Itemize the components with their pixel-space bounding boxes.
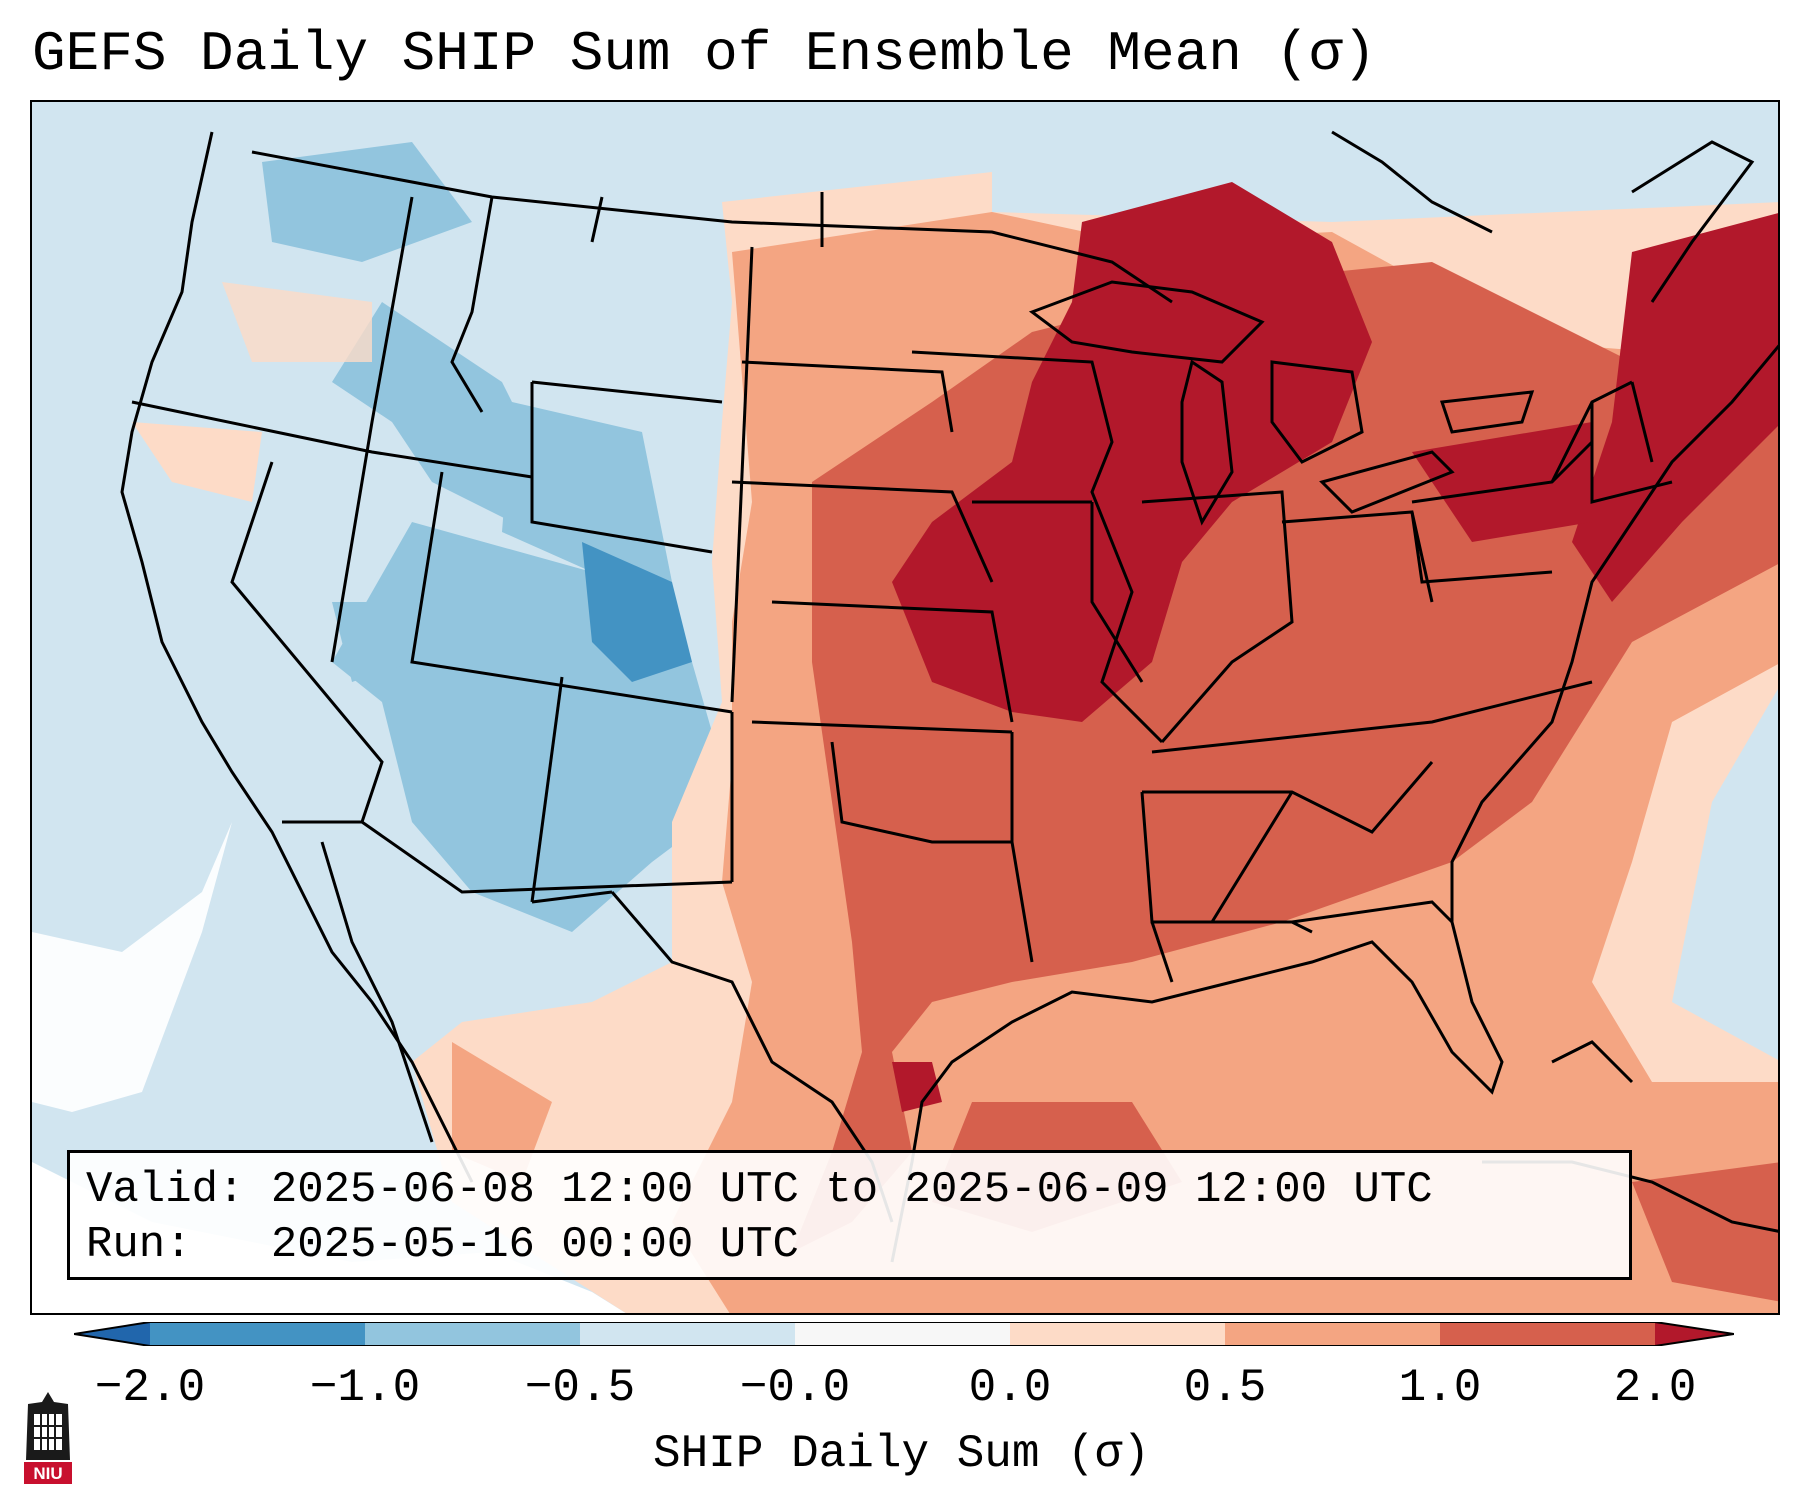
valid-label: Valid: xyxy=(86,1165,245,1215)
colorbar-tick: 0.0 xyxy=(968,1362,1052,1414)
bahamas-coastline xyxy=(1551,1040,1634,1084)
valid-value: 2025-06-08 12:00 UTC to 2025-06-09 12:00… xyxy=(270,1165,1433,1215)
map-panel[interactable] xyxy=(30,100,1780,1315)
state-line xyxy=(330,196,414,663)
run-value: 2025-05-16 00:00 UTC xyxy=(270,1220,799,1270)
baja-coastline xyxy=(320,841,434,1143)
slight-pos-oregon xyxy=(222,282,372,362)
atlantic-gulf-coastline xyxy=(890,344,1778,1263)
state-line xyxy=(1590,402,1673,504)
state-line xyxy=(1010,841,1034,963)
state-line xyxy=(741,360,954,433)
state-line xyxy=(590,196,604,243)
state-line xyxy=(230,461,384,823)
slight-pos-california xyxy=(132,422,262,502)
state-line xyxy=(730,246,754,703)
state-line xyxy=(1151,680,1593,754)
state-line xyxy=(1142,761,1434,834)
state-line xyxy=(530,382,713,554)
state-line xyxy=(131,400,533,479)
strong-pos-anomaly-penn xyxy=(1412,422,1592,542)
lake-erie xyxy=(1319,450,1455,514)
state-line xyxy=(1630,381,1654,463)
colorbar-extend-low xyxy=(74,1322,150,1346)
colorbar-segment-6 xyxy=(1225,1322,1440,1346)
chart-title: GEFS Daily SHIP Sum of Ensemble Mean (σ) xyxy=(32,22,1377,86)
mild-pos-baja xyxy=(452,1042,552,1182)
colorbar-tick: −0.5 xyxy=(524,1362,636,1414)
run-label: Run: xyxy=(86,1220,192,1270)
colorbar-tick: 2.0 xyxy=(1613,1362,1697,1414)
state-line xyxy=(830,732,1014,844)
state-line xyxy=(1410,511,1553,584)
state-line xyxy=(771,600,1014,723)
lake-michigan xyxy=(1180,359,1234,526)
colorbar-tick: 0.5 xyxy=(1183,1362,1267,1414)
neg-anomaly-northwest xyxy=(262,142,472,262)
lake-huron xyxy=(1270,360,1364,464)
colorbar-tick: −1.0 xyxy=(309,1362,421,1414)
us-canada-border xyxy=(251,150,1173,304)
strong-neg-anomaly-colorado xyxy=(582,542,692,682)
pacific-coastline xyxy=(120,131,474,1183)
strong-pos-anomaly-northeast xyxy=(1572,213,1778,602)
state-line xyxy=(450,196,494,413)
state-line xyxy=(1150,921,1174,983)
colorbar xyxy=(74,1322,1734,1346)
colorbar-segment-2 xyxy=(365,1322,580,1346)
state-line xyxy=(282,820,733,894)
canada-coastline-east xyxy=(1631,140,1755,303)
anomaly-map xyxy=(32,102,1778,1313)
lake-ontario xyxy=(1439,390,1535,434)
colorbar-label: SHIP Daily Sum (σ) xyxy=(653,1428,1150,1480)
state-line xyxy=(1090,502,1144,683)
state-line xyxy=(751,720,1013,734)
colorbar-extend-high xyxy=(1655,1322,1734,1346)
state-line xyxy=(530,676,564,903)
colorbar-segment-1 xyxy=(150,1322,365,1346)
neg-anomaly-nevada xyxy=(332,602,412,682)
lake-superior xyxy=(1028,280,1265,364)
state-line xyxy=(1291,900,1454,924)
colorbar-segment-7 xyxy=(1440,1322,1655,1346)
strong-pos-anomaly-texas-coast xyxy=(892,1062,942,1112)
no-data-patch xyxy=(32,822,232,1112)
map-borders xyxy=(120,130,1778,1263)
state-line xyxy=(410,471,733,714)
colorbar-segment-4 xyxy=(795,1322,1010,1346)
colorbar-tick: −0.0 xyxy=(739,1362,851,1414)
state-line xyxy=(1140,791,1294,924)
logo-banner xyxy=(24,1462,72,1484)
pos-anomaly-caribbean xyxy=(1632,1162,1778,1302)
colorbar-tick: −2.0 xyxy=(94,1362,206,1414)
colorbar-segment-3 xyxy=(580,1322,795,1346)
state-line xyxy=(1141,490,1294,743)
state-line xyxy=(731,480,994,583)
logo-text: NIU xyxy=(33,1464,62,1483)
state-line xyxy=(531,380,723,404)
colorbar-tick: 1.0 xyxy=(1398,1362,1482,1414)
colorbar-segment-5 xyxy=(1010,1322,1225,1346)
state-line xyxy=(531,890,613,904)
neg-anomaly-idaho xyxy=(332,302,552,522)
niu-logo: NIU xyxy=(24,1392,72,1484)
state-line xyxy=(911,350,1164,744)
canada-coastline xyxy=(1331,130,1493,234)
valid-time-box: Valid: 2025-06-08 12:00 UTC to 2025-06-0… xyxy=(67,1150,1632,1280)
